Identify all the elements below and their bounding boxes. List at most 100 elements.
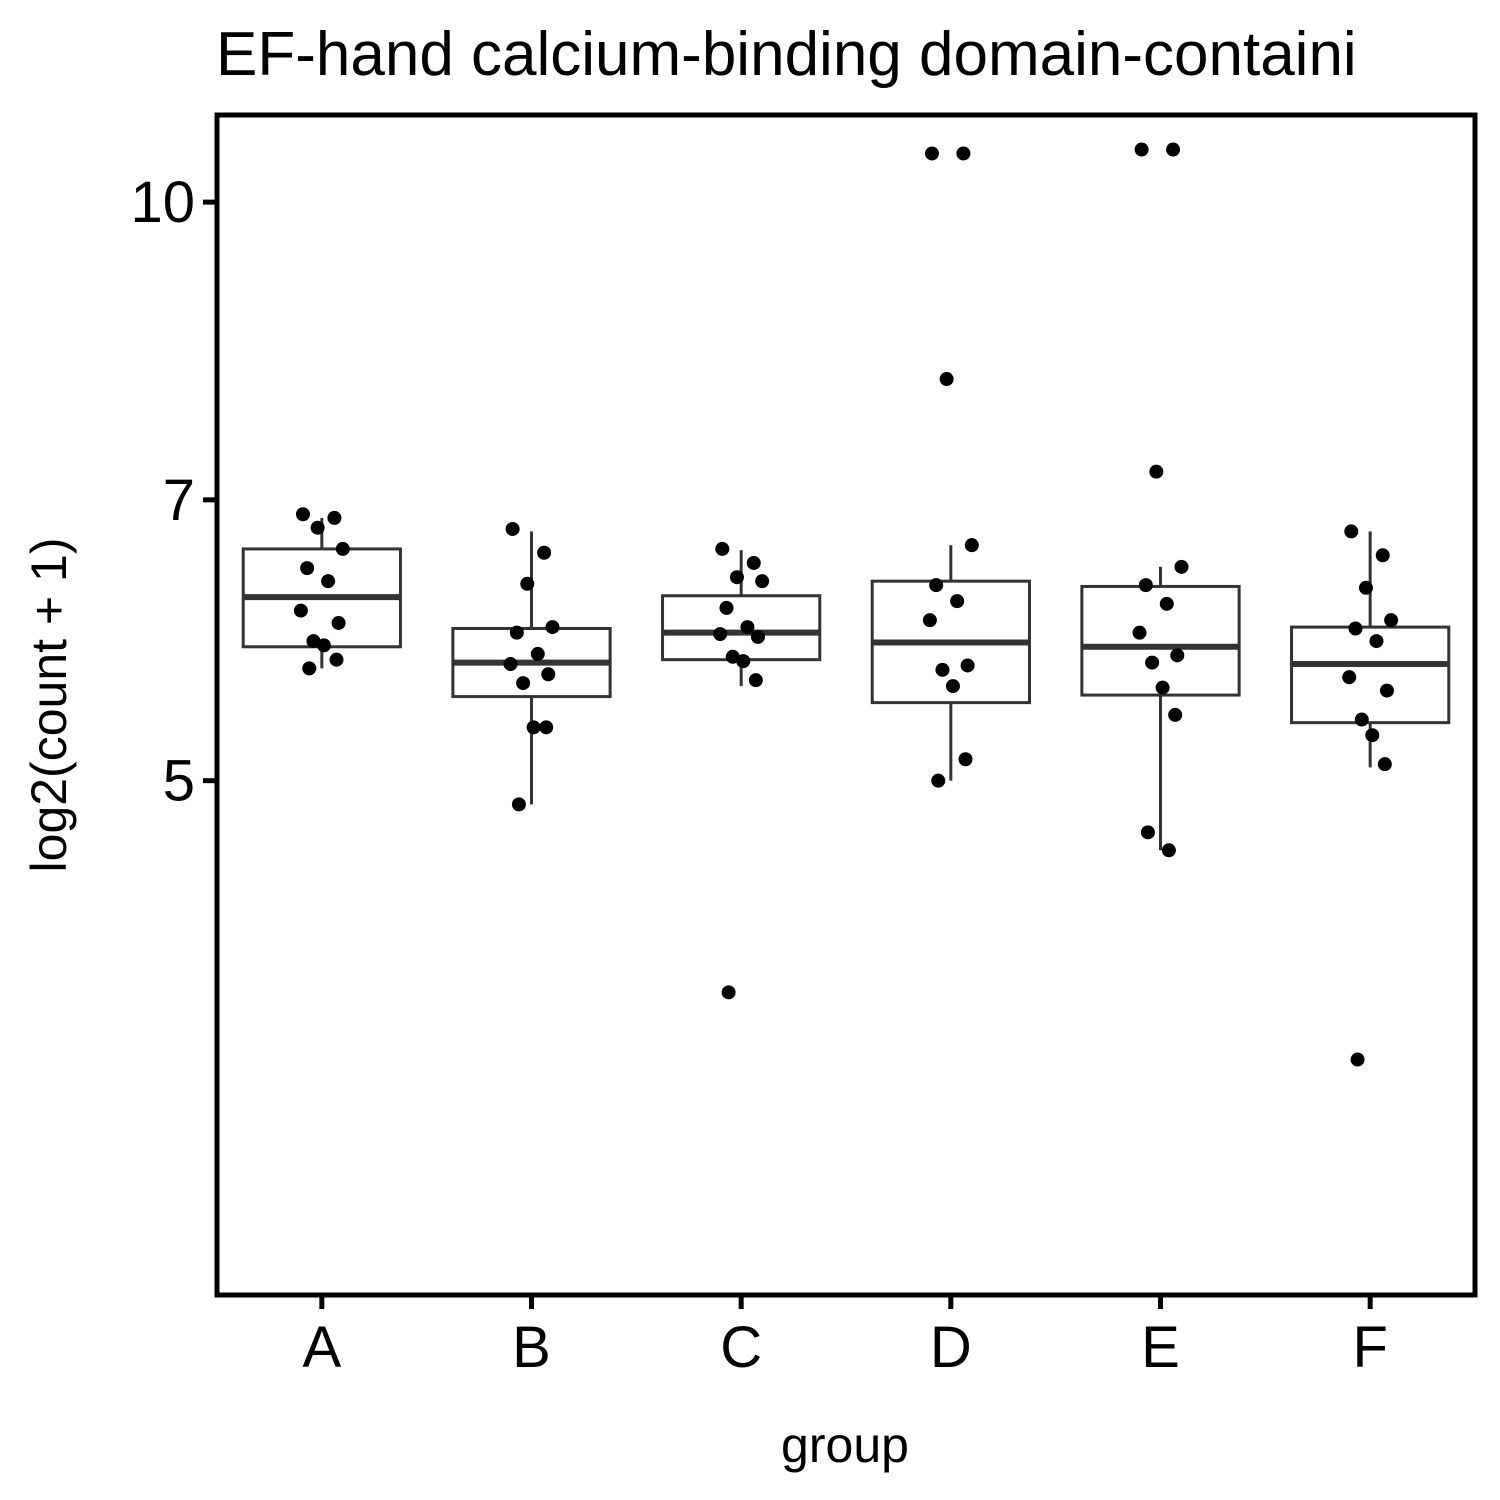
points-layer — [293, 142, 1399, 1067]
data-point — [958, 752, 973, 767]
box-iqr — [1080, 584, 1241, 697]
box-b — [451, 531, 612, 805]
points-f — [1342, 524, 1399, 1067]
y-axis-title: log2(count + 1) — [21, 538, 77, 873]
x-axis-title: group — [781, 1417, 909, 1473]
points-b — [503, 521, 560, 812]
data-point — [755, 574, 770, 589]
data-point — [939, 372, 954, 387]
data-point — [293, 603, 308, 618]
data-point — [964, 538, 979, 553]
data-point — [1354, 712, 1369, 727]
data-point — [721, 985, 736, 1000]
data-point — [300, 561, 315, 576]
x-axis: A B C D E F — [302, 1295, 1388, 1380]
data-point — [505, 521, 520, 536]
data-point — [922, 613, 937, 628]
data-point — [316, 638, 331, 653]
data-point — [960, 658, 975, 673]
data-point — [329, 652, 344, 667]
data-point — [1166, 142, 1181, 157]
data-point — [295, 507, 310, 522]
data-point — [748, 673, 763, 688]
data-point — [1348, 621, 1363, 636]
data-point — [335, 541, 350, 556]
plot-panel-border — [214, 112, 1478, 1298]
data-point — [1342, 670, 1357, 685]
data-point — [935, 662, 950, 677]
data-point — [530, 646, 545, 661]
points-c — [713, 541, 770, 1000]
data-point — [1369, 634, 1384, 649]
data-point — [516, 676, 531, 691]
data-point — [929, 578, 944, 593]
data-point — [1375, 548, 1390, 563]
data-point — [740, 620, 755, 635]
data-point — [1379, 683, 1394, 698]
data-point — [746, 555, 761, 570]
data-point — [310, 520, 325, 535]
data-point — [1377, 757, 1392, 772]
box-e — [1080, 566, 1241, 851]
chart-title: EF-hand calcium-binding domain-containi — [216, 20, 1357, 89]
data-point — [526, 720, 541, 735]
data-point — [1159, 596, 1174, 611]
x-tick-label: B — [512, 1315, 551, 1380]
data-point — [1161, 843, 1176, 858]
data-point — [924, 146, 939, 161]
data-point — [719, 600, 734, 615]
data-point — [1358, 580, 1373, 595]
y-axis: 5 7 10 — [130, 170, 217, 814]
data-point — [541, 667, 556, 682]
data-point — [1145, 655, 1160, 670]
data-point — [956, 146, 971, 161]
data-point — [736, 654, 751, 669]
data-point — [1350, 1052, 1365, 1067]
data-point — [331, 615, 346, 630]
data-point — [321, 574, 336, 589]
data-point — [713, 627, 728, 642]
data-point — [1138, 578, 1153, 593]
data-point — [1365, 728, 1380, 743]
data-point — [327, 510, 342, 525]
data-point — [503, 657, 518, 672]
data-point — [539, 720, 554, 735]
data-point — [950, 594, 965, 609]
data-point — [931, 773, 946, 788]
x-tick-label: E — [1141, 1315, 1180, 1380]
data-point — [545, 620, 560, 635]
box-iqr — [1290, 625, 1451, 725]
data-point — [520, 576, 535, 591]
y-tick-label: 7 — [163, 468, 195, 533]
data-point — [302, 661, 317, 676]
y-tick-label: 10 — [130, 170, 195, 235]
data-point — [306, 634, 321, 649]
data-point — [511, 797, 526, 812]
data-point — [1384, 613, 1399, 628]
points-d — [922, 146, 979, 788]
points-a — [293, 507, 350, 676]
data-point — [1174, 559, 1189, 574]
x-tick-label: C — [720, 1315, 762, 1380]
data-point — [1134, 142, 1149, 157]
boxes-layer — [241, 517, 1451, 851]
data-point — [750, 629, 765, 644]
x-tick-label: D — [930, 1315, 972, 1380]
x-tick-label: A — [302, 1315, 341, 1380]
data-point — [537, 545, 552, 560]
data-point — [1149, 464, 1164, 479]
data-point — [1344, 524, 1359, 539]
data-point — [1168, 707, 1183, 722]
points-e — [1132, 142, 1189, 858]
data-point — [1140, 825, 1155, 840]
data-point — [729, 570, 744, 585]
data-point — [715, 541, 730, 556]
data-point — [1155, 680, 1170, 695]
data-point — [509, 625, 524, 640]
box-d — [870, 545, 1031, 781]
data-point — [945, 679, 960, 694]
y-tick-label: 5 — [163, 749, 195, 814]
data-point — [725, 649, 740, 664]
data-point — [1170, 648, 1185, 663]
